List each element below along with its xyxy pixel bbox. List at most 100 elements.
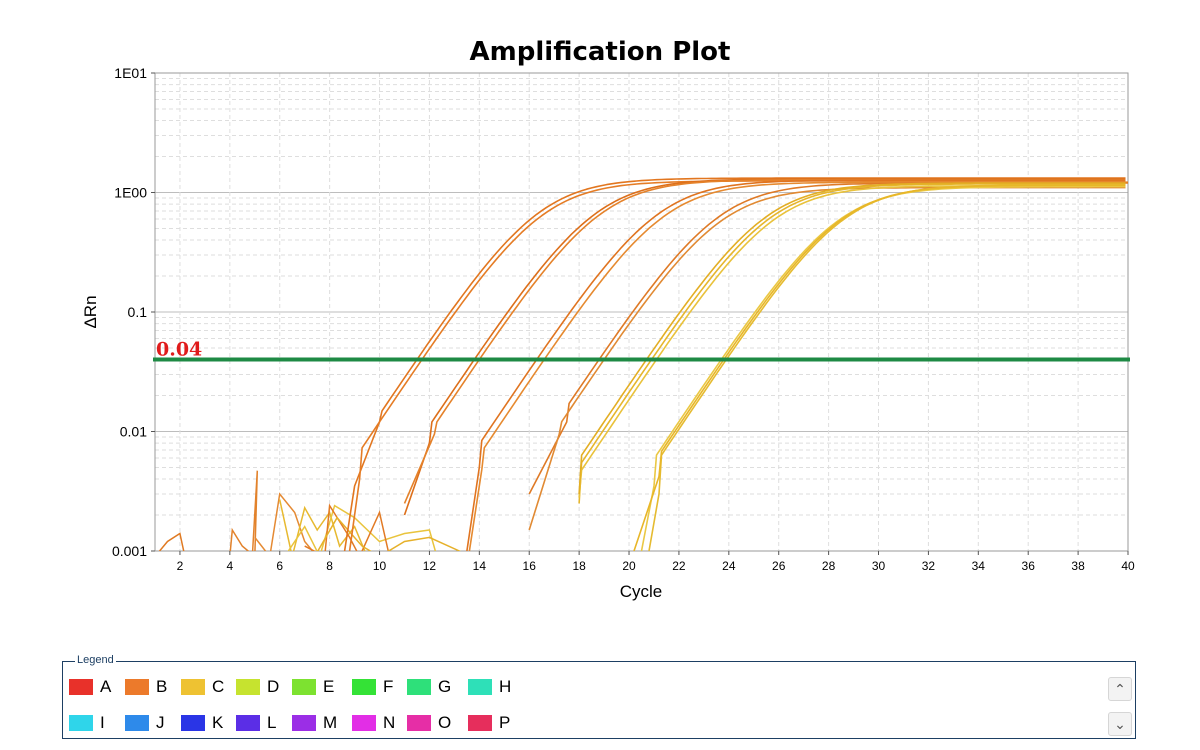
legend-swatch [181,715,205,731]
legend-label: E [323,677,335,696]
legend-swatch [125,679,149,695]
amplification-curve [348,180,1126,551]
noise-trace [304,503,390,551]
legend-label: D [267,677,280,696]
amplification-curves [343,177,1128,551]
legend-panel: Legend A B C D E F G H I J K L M N O P ⌃ ⌄ [62,654,1136,739]
legend-label: B [156,677,168,696]
legend-item-i[interactable]: I [69,713,105,733]
legend-swatch [407,715,431,731]
x-tick-label: 14 [473,559,487,573]
x-tick-label: 16 [523,559,537,573]
legend-scroll-up-button[interactable]: ⌃ [1108,677,1132,701]
x-tick-label: 28 [822,559,836,573]
x-tick-label: 24 [722,559,736,573]
chevron-down-icon: ⌄ [1114,715,1126,732]
legend-swatch [181,679,205,695]
legend-item-k[interactable]: K [181,713,223,733]
y-tick-label: 0.1 [128,304,148,320]
legend-swatch [292,715,316,731]
amplification-curve [343,177,1126,551]
x-tick-label: 12 [423,559,437,573]
y-tick-label: 1E01 [114,65,147,81]
legend-swatch [125,715,149,731]
legend-item-a[interactable]: A [69,677,111,697]
x-axis-ticks: 2 4 6 8 10 12 14 16 18 20 22 24 26 28 30 32 34 36 38 40 [177,551,1135,573]
y-tick-label: 1E00 [114,185,147,201]
amplification-curve [403,178,1126,516]
x-tick-label: 34 [972,559,986,573]
y-axis-ticks: 1E01 1E00 0.1 0.01 0.001 [112,65,155,559]
legend-label: H [499,677,512,696]
noise-trace [317,516,461,551]
x-tick-label: 10 [373,559,387,573]
legend-label: M [323,713,338,732]
legend-swatch [468,715,492,731]
amplification-curve [640,185,1126,551]
legend-item-g[interactable]: G [407,677,451,697]
x-tick-label: 8 [326,559,333,573]
legend-item-n[interactable]: N [352,713,395,733]
legend-title: Legend [75,654,116,666]
amplification-chart: Amplification Plot 1E011E000.10.010.001 … [81,37,1135,601]
legend-item-f[interactable]: F [352,677,393,697]
amplification-curve [466,179,1126,551]
legend-label: P [499,713,511,732]
x-tick-label: 22 [672,559,686,573]
legend-item-h[interactable]: H [468,677,511,697]
legend-item-b[interactable]: B [125,677,167,697]
noise-trace [229,470,259,551]
legend-swatch [352,715,376,731]
legend-label: J [156,713,165,732]
legend-swatch [352,679,376,695]
legend-swatch [236,715,260,731]
grid [155,73,1129,552]
legend-swatch [69,715,93,731]
legend-item-p[interactable]: P [468,713,510,733]
x-tick-label: 2 [177,559,184,573]
chevron-up-icon: ⌃ [1114,680,1126,697]
legend-item-d[interactable]: D [236,677,279,697]
legend-swatch [407,679,431,695]
x-tick-label: 26 [772,559,786,573]
amplification-curve [578,182,1126,495]
legend-item-e[interactable]: E [292,677,334,697]
noise-trace [278,499,366,551]
legend-label: C [212,677,225,696]
legend-item-l[interactable]: L [236,713,276,733]
legend-item-o[interactable]: O [407,713,451,733]
background-noise-traces [158,470,461,551]
x-tick-label: 20 [622,559,636,573]
x-tick-label: 6 [276,559,283,573]
legend-swatch [468,679,492,695]
legend-swatch [292,679,316,695]
x-tick-label: 40 [1121,559,1135,573]
legend-label: G [438,677,452,696]
legend-item-m[interactable]: M [292,713,337,733]
x-tick-label: 32 [922,559,936,573]
x-tick-label: 38 [1071,559,1085,573]
legend-item-c[interactable]: C [181,677,224,697]
legend-swatch [69,679,93,695]
amplification-curve [633,184,1126,551]
threshold: 0.04 [153,339,1130,362]
x-tick-label: 4 [227,559,234,573]
noise-trace [158,532,185,551]
legend-scroll-down-button[interactable]: ⌄ [1108,712,1132,736]
chart-title: Amplification Plot [470,37,731,67]
legend-label: A [100,677,112,696]
x-tick-label: 18 [572,559,586,573]
legend-label: O [438,713,452,732]
x-axis-label: Cycle [620,582,663,601]
legend-item-j[interactable]: J [125,713,165,733]
legend-label: I [100,713,105,732]
legend-label: L [267,713,277,732]
legend-label: F [383,677,394,696]
noise-trace [254,492,314,551]
legend-label: N [383,713,396,732]
x-tick-label: 30 [872,559,886,573]
y-tick-label: 0.001 [112,543,147,559]
y-axis-label: ΔRn [81,295,100,328]
legend-label: K [212,713,224,732]
legend-swatch [236,679,260,695]
